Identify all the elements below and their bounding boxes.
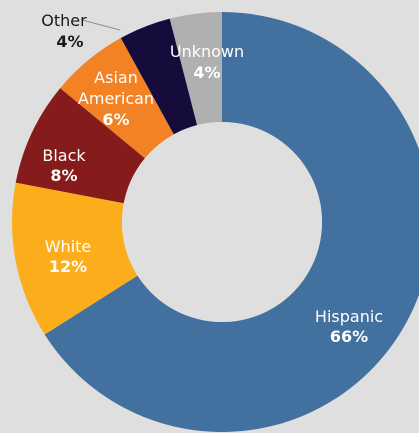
asian-american-value: 6%: [102, 110, 129, 129]
other-value: 4%: [56, 32, 83, 51]
asian-american-label-line1: Asian: [94, 68, 138, 87]
slice-other: [120, 18, 198, 135]
unknown-label: Unknown: [170, 42, 244, 61]
black-label: Black: [42, 146, 86, 165]
slice-asian-american: [60, 37, 174, 159]
white-value: 12%: [49, 257, 87, 276]
other-leader-line: [81, 19, 121, 31]
unknown-value: 4%: [193, 63, 220, 82]
white-label: White: [45, 237, 92, 256]
slice-hispanic: [44, 12, 419, 432]
slice-black: [15, 88, 145, 204]
hispanic-label: Hispanic: [315, 307, 383, 326]
donut-hole: [122, 122, 322, 322]
hispanic-value: 66%: [330, 327, 368, 346]
slice-unknown: [169, 12, 222, 126]
slice-white: [12, 182, 138, 335]
asian-american-label-line2: American: [78, 89, 154, 108]
black-value: 8%: [50, 166, 77, 185]
donut-slices: [12, 12, 419, 432]
other-label: Other: [41, 11, 87, 30]
